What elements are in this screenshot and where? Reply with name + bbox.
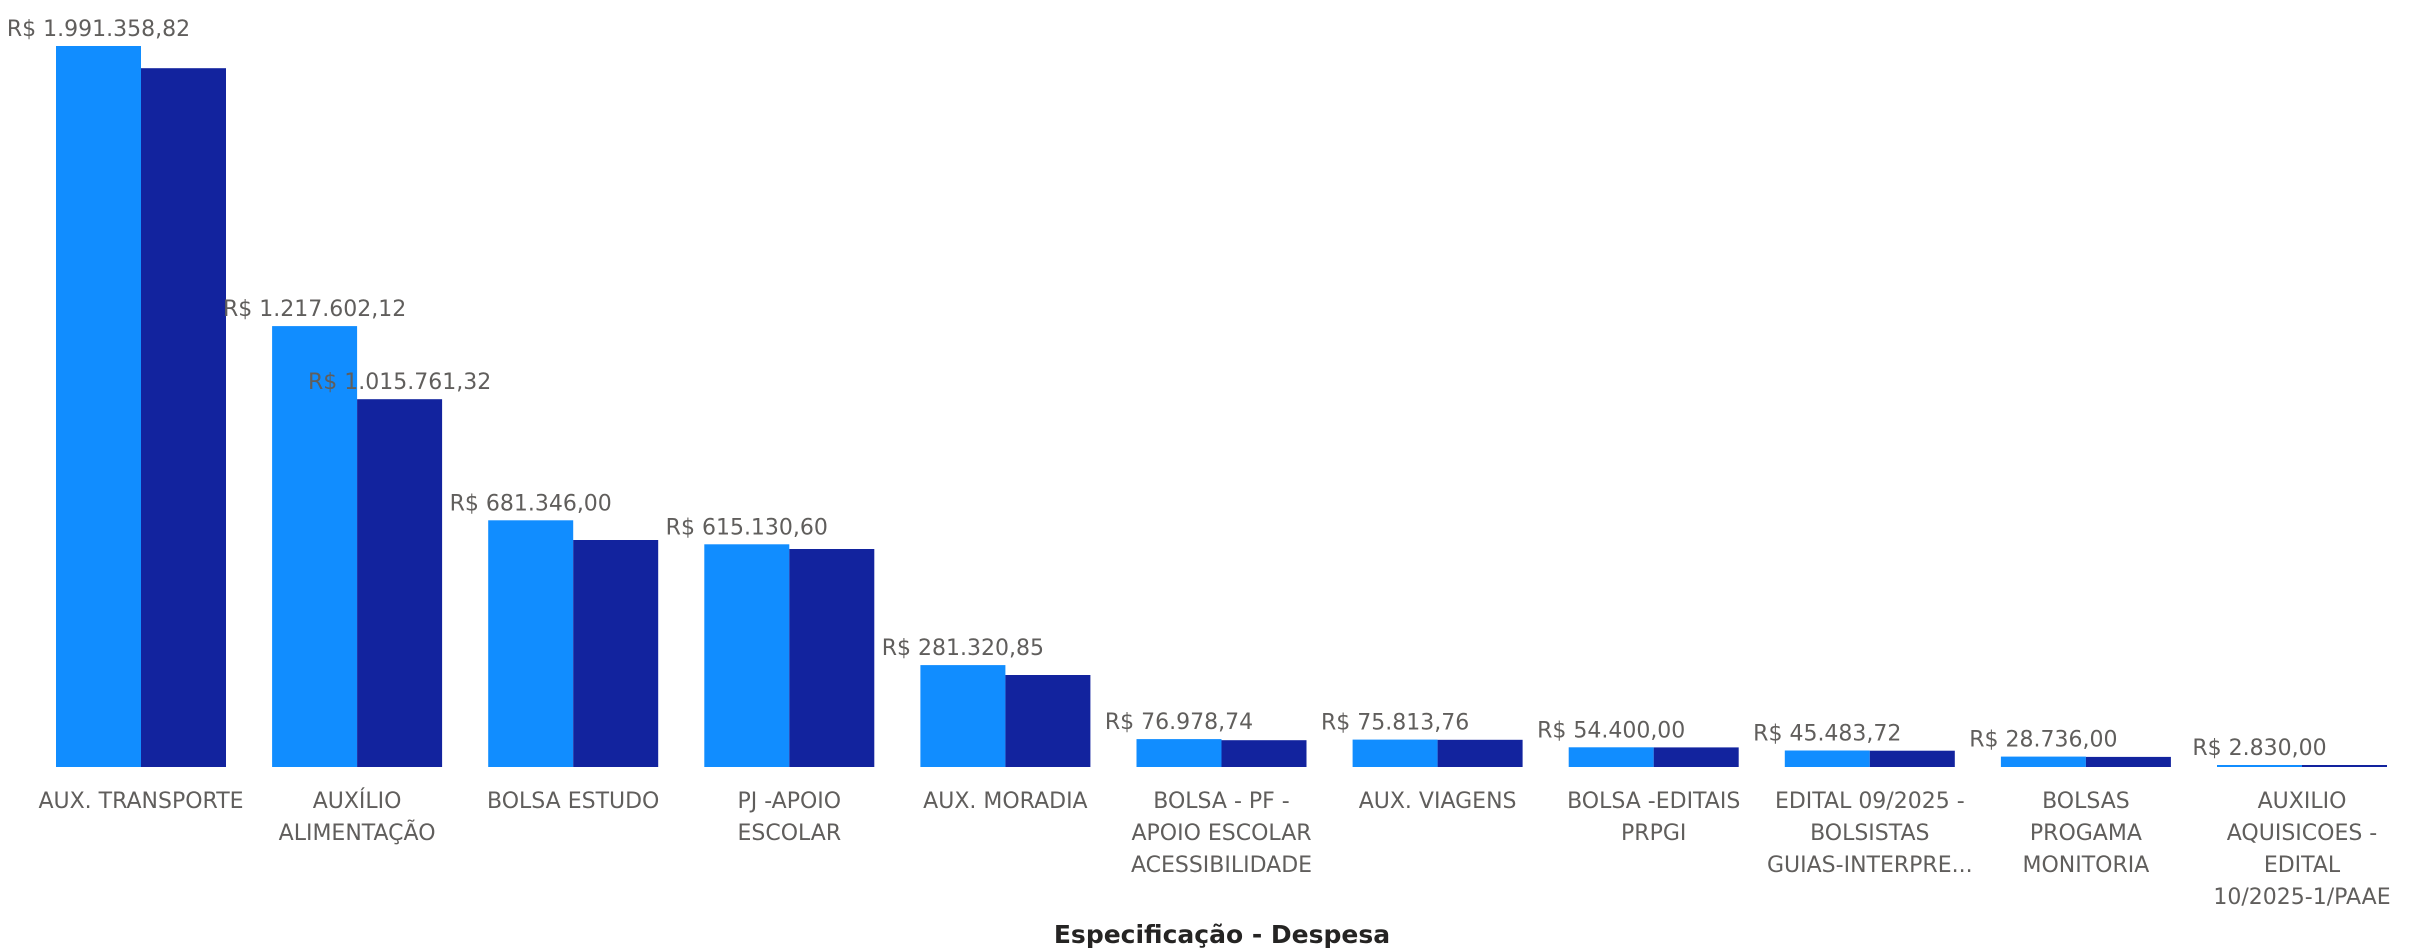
category-label-1: AUXÍLIO ALIMENTAÇÃO xyxy=(279,788,436,846)
bar-series2-0[interactable] xyxy=(141,68,226,767)
bar-series1-0[interactable] xyxy=(56,46,141,767)
value-label-series1-9: R$ 28.736,00 xyxy=(1969,728,2117,753)
value-label-series1-1: R$ 1.217.602,12 xyxy=(223,297,406,322)
bar-series1-4[interactable] xyxy=(920,665,1006,767)
value-label-series1-8: R$ 45.483,72 xyxy=(1753,722,1901,747)
bar-series2-10[interactable] xyxy=(2302,765,2387,767)
bar-series2-8[interactable] xyxy=(1869,750,1955,767)
value-label-series1-3: R$ 615.130,60 xyxy=(666,515,828,540)
bar-series2-2[interactable] xyxy=(573,540,659,767)
value-labels-layer: R$ 1.991.358,82 R$ 1.217.602,12 R$ 1.015.7… xyxy=(7,17,2327,761)
value-label-series1-5: R$ 76.978,74 xyxy=(1105,710,1253,735)
value-label-series2-1: R$ 1.015.761,32 xyxy=(308,370,491,395)
value-label-series1-6: R$ 75.813,76 xyxy=(1321,711,1469,736)
category-label-0: AUX. TRANSPORTE xyxy=(38,789,243,814)
category-label-9: BOLSAS PROGAMA MONITORIA xyxy=(2022,789,2149,878)
bar-series1-5[interactable] xyxy=(1136,739,1222,767)
bar-series2-6[interactable] xyxy=(1437,739,1523,767)
category-label-4: AUX. MORADIA xyxy=(923,789,1087,814)
category-label-8: EDITAL 09/2025 -BOLSISTAS GUIAS-INTERPRE.… xyxy=(1767,789,1973,878)
value-label-series1-2: R$ 681.346,00 xyxy=(450,491,612,516)
bar-series2-9[interactable] xyxy=(2085,756,2171,767)
category-label-7: BOLSA -EDITAIS PRPGI xyxy=(1567,789,1740,846)
bar-series2-3[interactable] xyxy=(789,549,875,767)
category-label-10: AUXILIO AQUISICOES -EDITAL 10/2025-1/PAAE xyxy=(2213,789,2390,910)
bar-series1-2[interactable] xyxy=(488,520,574,767)
bars-layer xyxy=(56,46,2387,767)
value-label-series1-10: R$ 2.830,00 xyxy=(2192,736,2326,761)
value-label-series1-0: R$ 1.991.358,82 xyxy=(7,17,190,42)
bar-series1-8[interactable] xyxy=(1784,750,1870,768)
bar-series1-7[interactable] xyxy=(1568,747,1654,767)
category-label-5: BOLSA - PF -APOIO ESCOLAR ACESSIBILIDADE xyxy=(1131,789,1312,878)
bar-series1-1[interactable] xyxy=(272,326,358,767)
value-label-series1-7: R$ 54.400,00 xyxy=(1537,718,1685,743)
bar-series2-7[interactable] xyxy=(1653,747,1739,767)
x-axis-title: Especificação - Despesa xyxy=(1054,920,1390,949)
bar-series1-10[interactable] xyxy=(2217,765,2302,767)
value-label-series1-4: R$ 281.320,85 xyxy=(882,636,1044,661)
bar-series2-5[interactable] xyxy=(1221,740,1307,767)
bar-series2-1[interactable] xyxy=(357,399,443,767)
bar-series1-6[interactable] xyxy=(1352,739,1438,767)
bar-series1-9[interactable] xyxy=(2000,756,2086,767)
category-label-6: AUX. VIAGENS xyxy=(1359,789,1517,814)
category-labels-layer: AUX. TRANSPORTE AUXÍLIO ALIMENTAÇÃO BOLSA E… xyxy=(38,788,2390,910)
bar-series1-3[interactable] xyxy=(704,544,790,767)
bar-series2-4[interactable] xyxy=(1005,675,1091,767)
category-label-2: BOLSA ESTUDO xyxy=(487,789,659,814)
category-label-3: PJ -APOIO ESCOLAR xyxy=(737,789,841,846)
